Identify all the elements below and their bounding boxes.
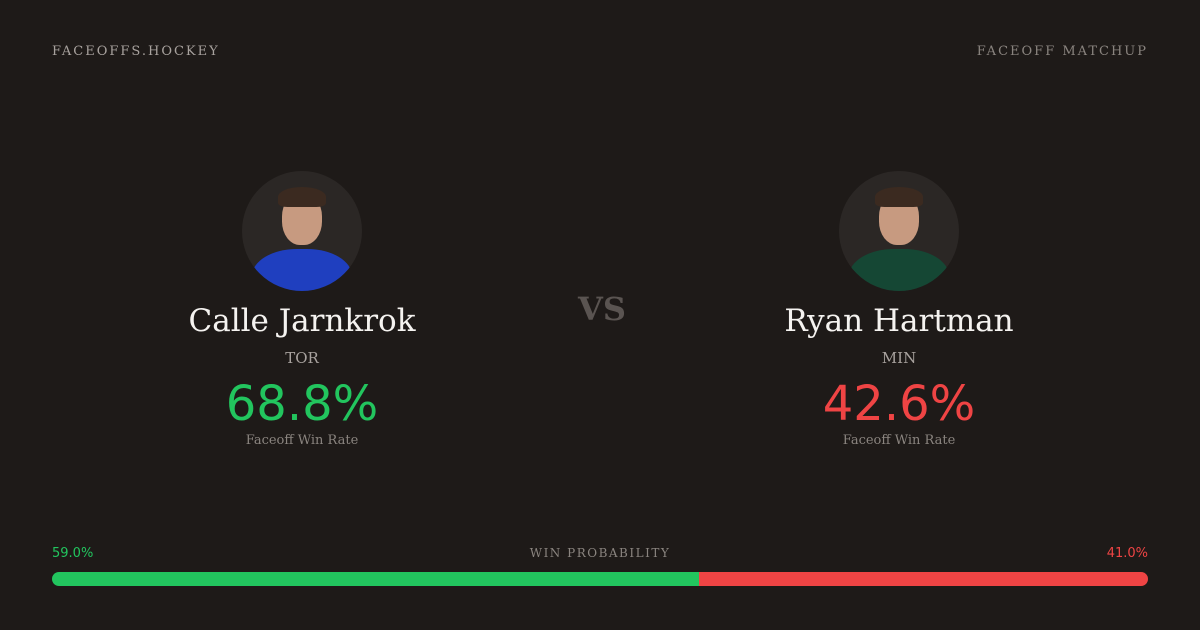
player-team: MIN <box>881 349 917 367</box>
player-name: Ryan Hartman <box>784 303 1014 339</box>
win-probability-left-fill <box>52 572 699 586</box>
player-photo <box>242 171 362 291</box>
player-photo <box>839 171 959 291</box>
player-team: TOR <box>285 349 319 367</box>
right-win-probability: 41.0% <box>1106 546 1148 561</box>
faceoff-win-rate: 68.8% <box>225 376 379 432</box>
rate-label: Faceoff Win Rate <box>842 433 956 448</box>
player-card-right: Ryan Hartman MIN 42.6% Faceoff Win Rate <box>699 171 1099 448</box>
player-name: Calle Jarnkrok <box>188 303 416 339</box>
player-card-left: Calle Jarnkrok TOR 68.8% Faceoff Win Rat… <box>102 171 502 448</box>
page-label: FACEOFF MATCHUP <box>976 44 1148 59</box>
vs-label: VS <box>578 290 626 328</box>
rate-label: Faceoff Win Rate <box>245 433 359 448</box>
win-probability-right-fill <box>698 572 1148 586</box>
left-win-probability: 59.0% <box>52 546 94 561</box>
site-brand[interactable]: FACEOFFS.HOCKEY <box>52 44 220 59</box>
win-probability-bar <box>52 572 1148 586</box>
faceoff-win-rate: 42.6% <box>822 376 976 432</box>
win-probability-title: WIN PROBABILITY <box>529 546 671 560</box>
